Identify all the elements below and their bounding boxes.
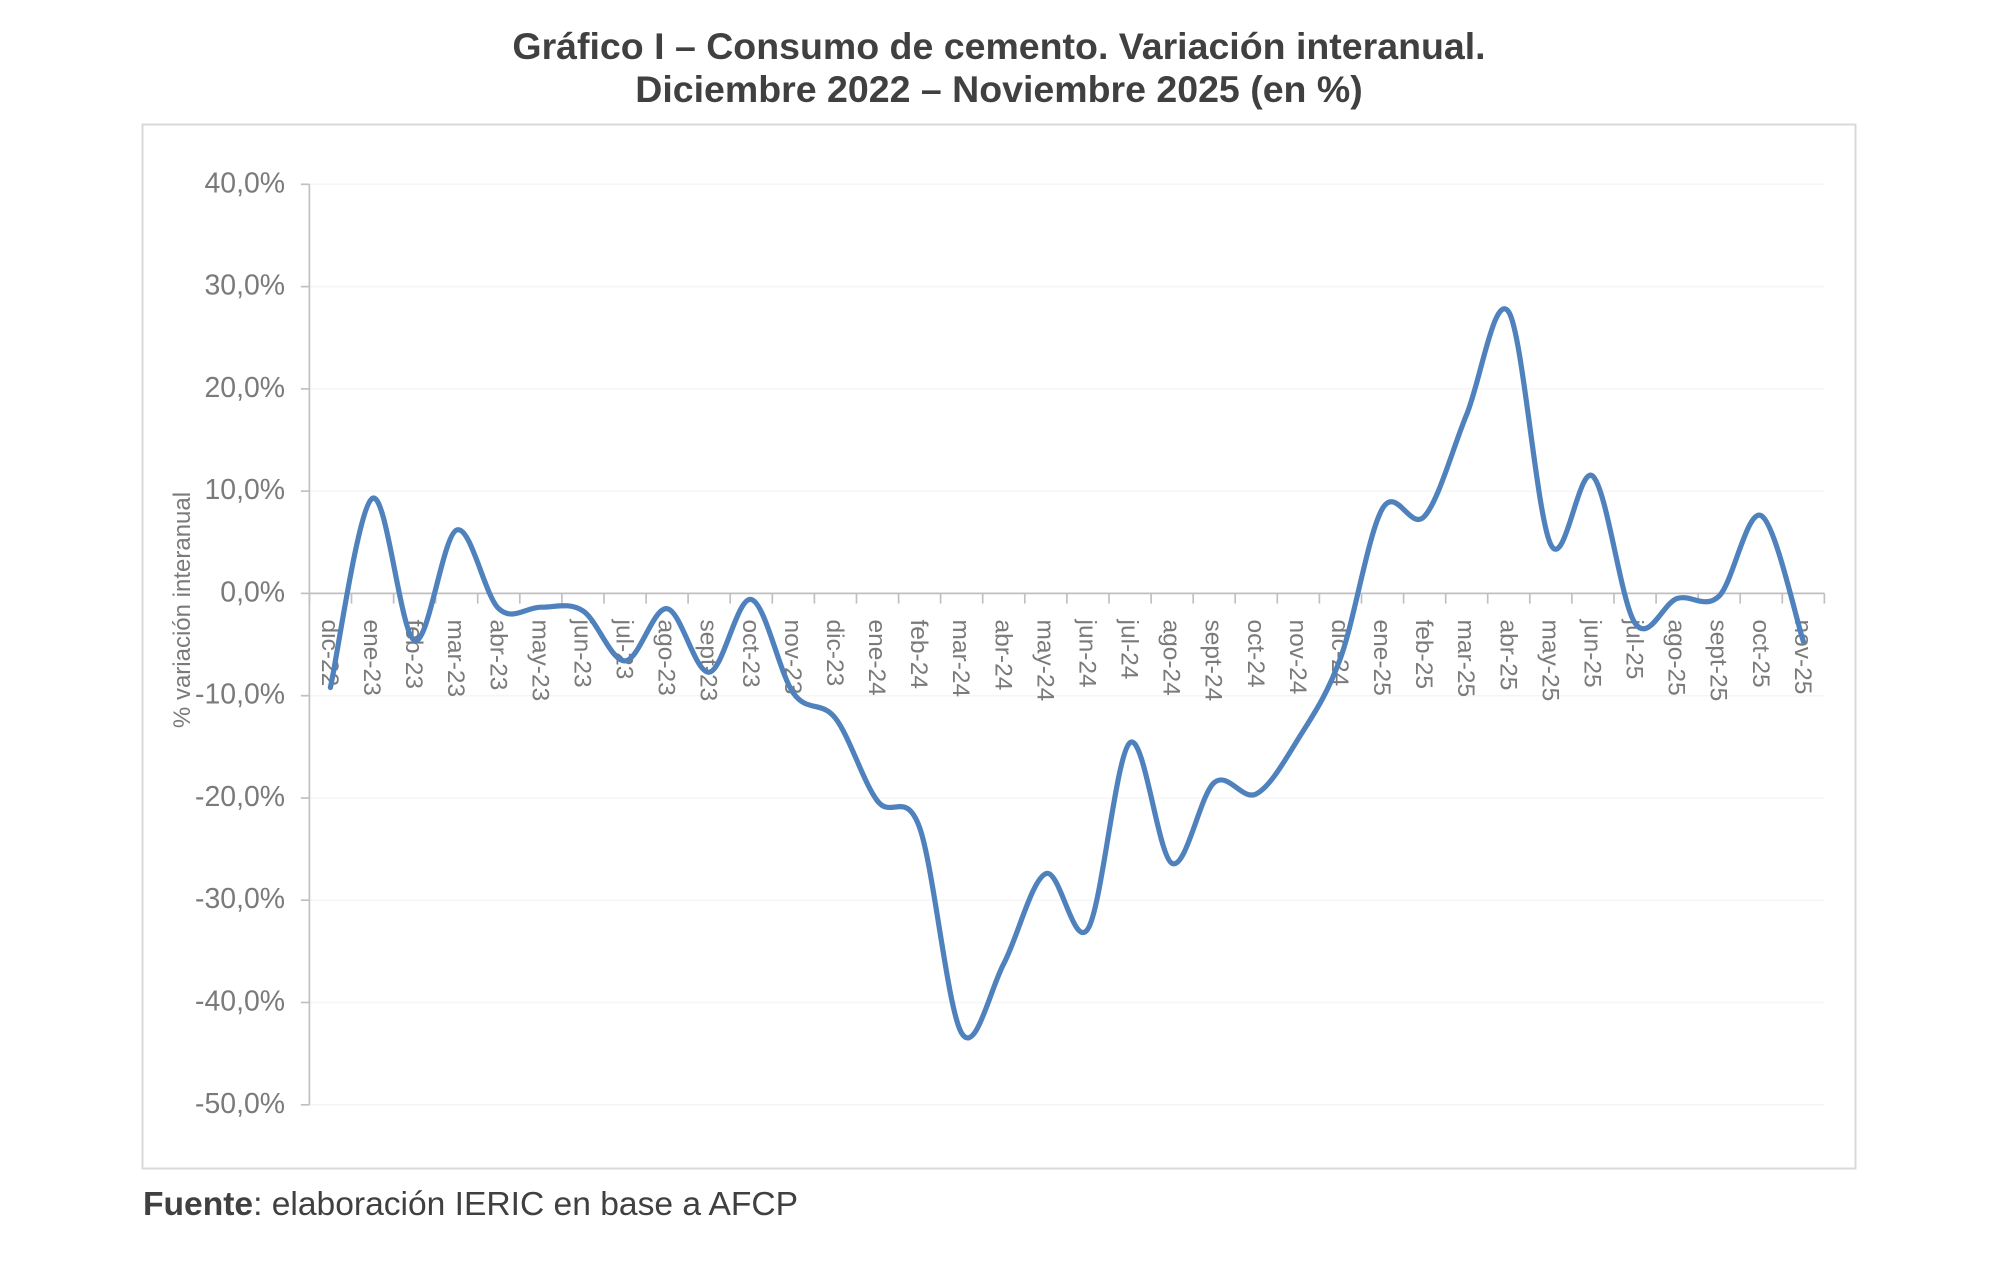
svg-text:abr-23: abr-23 xyxy=(484,620,511,691)
svg-text:may-24: may-24 xyxy=(1031,620,1058,702)
svg-text:feb-24: feb-24 xyxy=(905,620,932,689)
svg-text:0,0%: 0,0% xyxy=(220,576,285,608)
svg-text:mar-25: mar-25 xyxy=(1452,620,1479,698)
svg-text:feb-25: feb-25 xyxy=(1410,620,1437,689)
svg-text:sept-25: sept-25 xyxy=(1705,620,1732,702)
svg-text:30,0%: 30,0% xyxy=(204,270,285,302)
svg-text:ene-23: ene-23 xyxy=(358,620,385,696)
svg-text:-50,0%: -50,0% xyxy=(195,1088,285,1120)
svg-text:may-25: may-25 xyxy=(1536,620,1563,702)
svg-text:sept-24: sept-24 xyxy=(1200,620,1227,702)
svg-text:20,0%: 20,0% xyxy=(204,372,285,404)
svg-text:% variación interanual: % variación interanual xyxy=(169,492,196,728)
svg-text:jun-24: jun-24 xyxy=(1073,619,1100,688)
svg-text:nov-24: nov-24 xyxy=(1284,620,1311,695)
svg-text:ago-24: ago-24 xyxy=(1158,620,1185,696)
svg-text:ago-25: ago-25 xyxy=(1663,620,1690,696)
svg-text:ene-25: ene-25 xyxy=(1368,620,1395,696)
svg-text:Fuente: elaboración IERIC en b: Fuente: elaboración IERIC en base a AFCP xyxy=(143,1186,798,1223)
svg-text:may-23: may-23 xyxy=(526,620,553,702)
svg-text:-30,0%: -30,0% xyxy=(195,883,285,915)
svg-text:jul-23: jul-23 xyxy=(611,619,638,680)
svg-text:10,0%: 10,0% xyxy=(204,474,285,506)
svg-text:ene-24: ene-24 xyxy=(863,620,890,696)
svg-text:-40,0%: -40,0% xyxy=(195,986,285,1018)
svg-text:oct-24: oct-24 xyxy=(1242,620,1269,688)
svg-text:Diciembre 2022 – Noviembre 202: Diciembre 2022 – Noviembre 2025 (en %) xyxy=(635,68,1362,110)
svg-text:dic-23: dic-23 xyxy=(821,620,848,687)
svg-text:jun-25: jun-25 xyxy=(1578,619,1605,688)
svg-text:nov-23: nov-23 xyxy=(779,620,806,695)
svg-text:jun-23: jun-23 xyxy=(568,619,595,688)
svg-text:jul-24: jul-24 xyxy=(1116,619,1143,680)
svg-text:Gráfico I – Consumo de cemento: Gráfico I – Consumo de cemento. Variació… xyxy=(512,25,1485,67)
svg-text:oct-25: oct-25 xyxy=(1747,620,1774,688)
svg-text:ago-23: ago-23 xyxy=(653,620,680,696)
svg-text:-10,0%: -10,0% xyxy=(195,679,285,711)
svg-text:40,0%: 40,0% xyxy=(204,167,285,199)
svg-text:abr-24: abr-24 xyxy=(989,620,1016,691)
svg-text:mar-24: mar-24 xyxy=(947,620,974,698)
svg-text:mar-23: mar-23 xyxy=(442,620,469,698)
svg-text:abr-25: abr-25 xyxy=(1494,620,1521,691)
svg-text:oct-23: oct-23 xyxy=(737,620,764,688)
svg-text:-20,0%: -20,0% xyxy=(195,781,285,813)
